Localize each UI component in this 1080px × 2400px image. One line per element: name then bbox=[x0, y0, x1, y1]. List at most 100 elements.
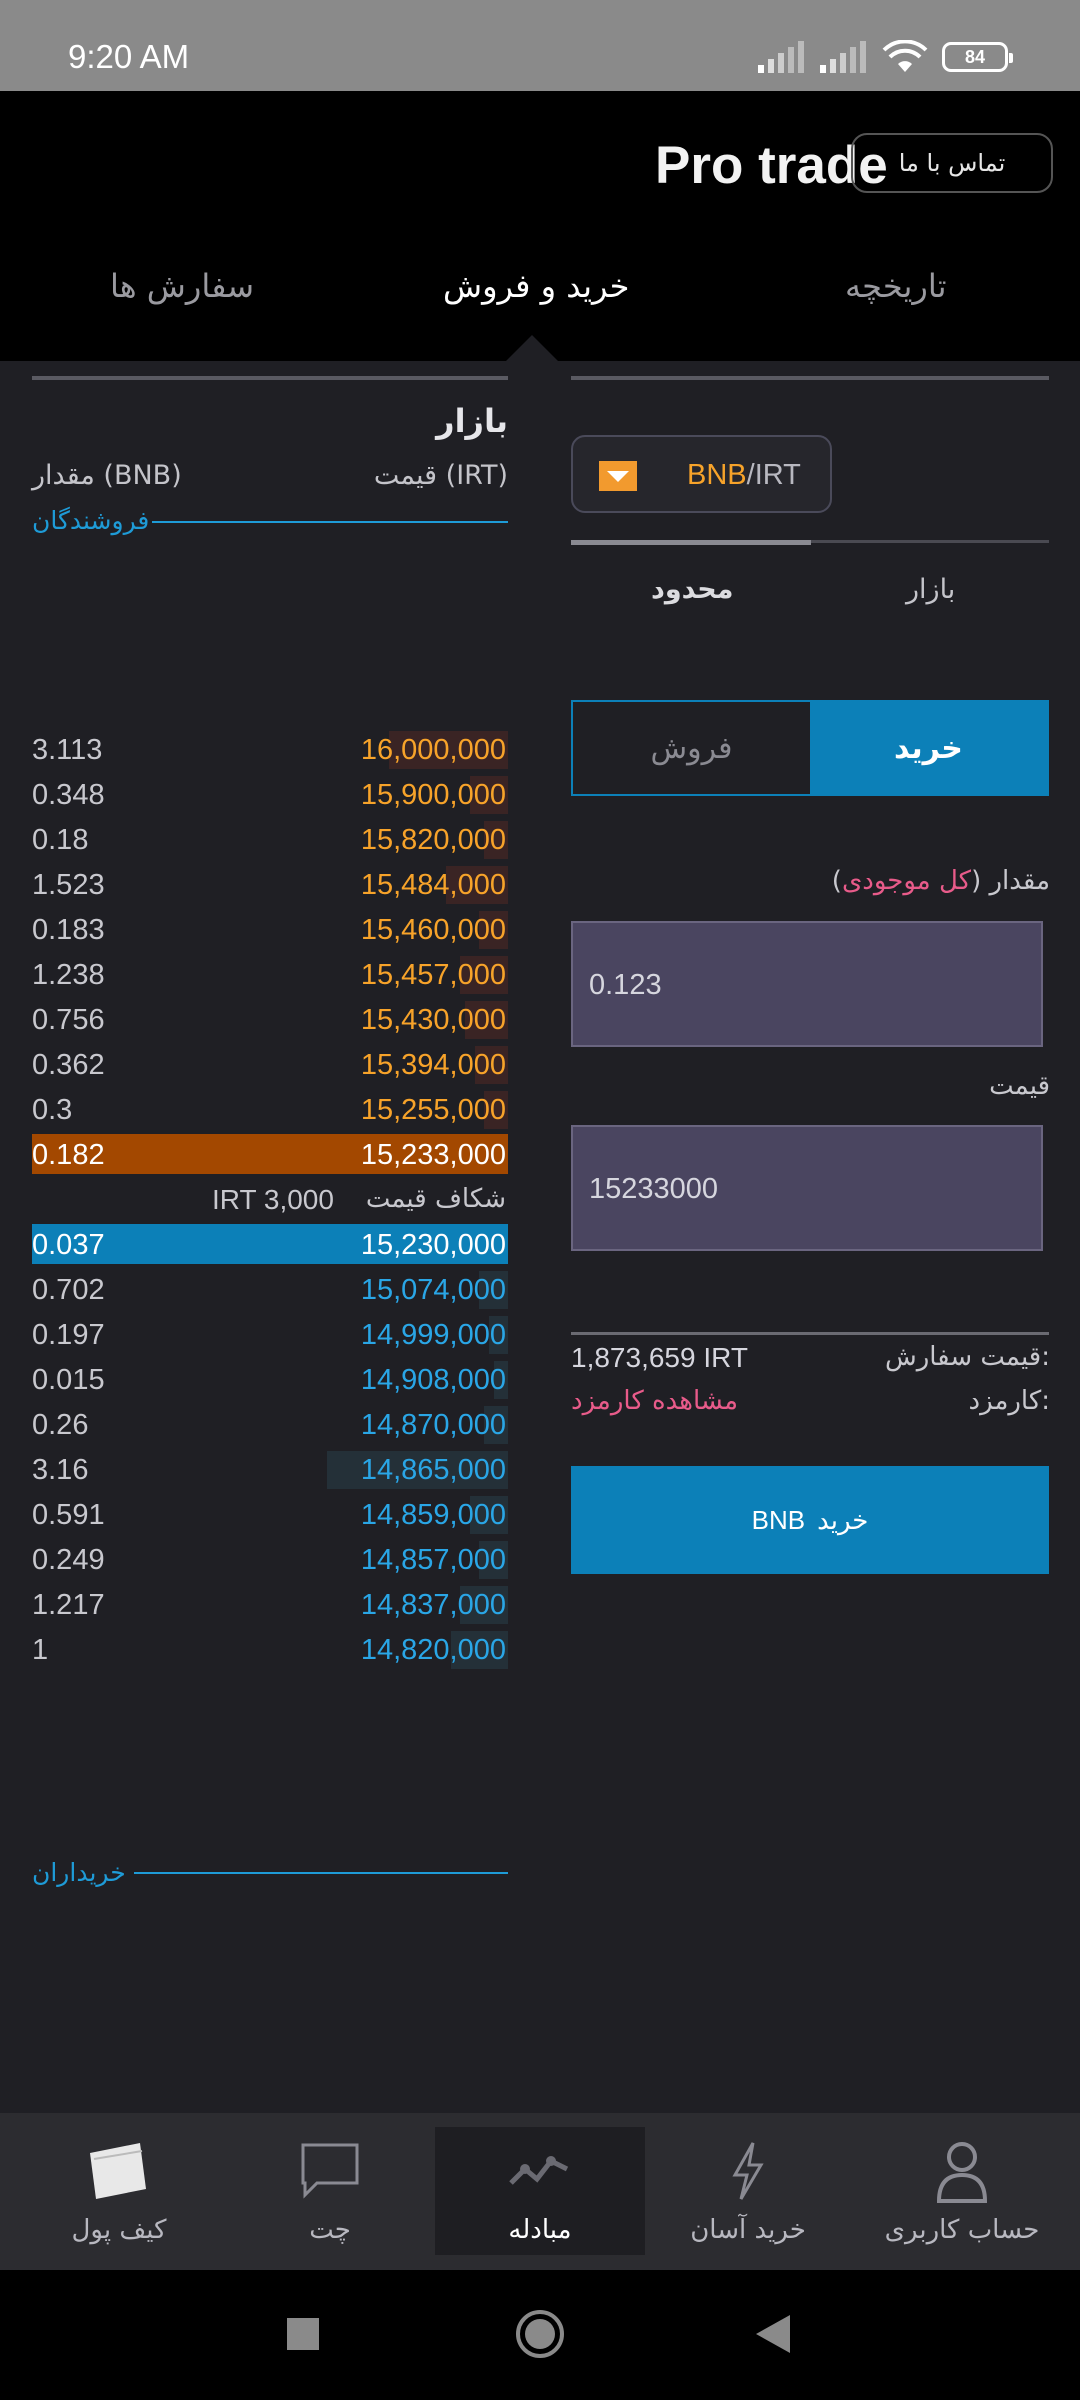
bid-row[interactable]: 0.26 14,870,000 bbox=[32, 1404, 508, 1444]
row-amount: 0.3 bbox=[32, 1094, 73, 1126]
bid-row[interactable]: 0.249 14,857,000 bbox=[32, 1539, 508, 1579]
depth-bar bbox=[479, 1271, 508, 1309]
row-amount: 0.037 bbox=[32, 1229, 105, 1261]
order-price-label: قیمت سفارش: bbox=[884, 1342, 1050, 1372]
summary-divider bbox=[571, 1332, 1049, 1335]
row-amount: 1.523 bbox=[32, 869, 105, 901]
depth-bar bbox=[479, 911, 508, 949]
nav-wallet[interactable]: کیف پول bbox=[14, 2113, 224, 2270]
orderbook-title: بازار bbox=[436, 402, 508, 440]
ask-row[interactable]: 1.238 15,457,000 bbox=[32, 954, 508, 994]
nav-chat[interactable]: چت bbox=[225, 2113, 435, 2270]
bid-row[interactable]: 0.197 14,999,000 bbox=[32, 1314, 508, 1354]
price-input[interactable]: 15233000 bbox=[571, 1125, 1043, 1251]
row-price: 14,859,000 bbox=[360, 1499, 506, 1531]
user-icon bbox=[936, 2142, 988, 2203]
depth-bar bbox=[484, 1406, 508, 1444]
home-icon[interactable] bbox=[514, 2308, 566, 2360]
row-amount: 0.249 bbox=[32, 1544, 105, 1576]
amount-value: 0.123 bbox=[589, 969, 662, 1001]
pair-separator: / bbox=[746, 459, 755, 491]
spread-value: IRT 3,000 bbox=[212, 1184, 334, 1215]
row-amount: 0.362 bbox=[32, 1049, 105, 1081]
row-amount: 1.217 bbox=[32, 1589, 105, 1621]
row-price: 15,255,000 bbox=[360, 1094, 506, 1126]
ask-row[interactable]: 0.756 15,430,000 bbox=[32, 999, 508, 1039]
row-price: 14,999,000 bbox=[360, 1319, 506, 1351]
price-column-header: قیمت (IRT) bbox=[373, 460, 508, 491]
nav-account-label: حساب کاربری bbox=[884, 2215, 1040, 2245]
bottom-nav: حساب کاربری خرید آسان مبادله چت کیف پول bbox=[0, 2113, 1080, 2270]
recent-apps-icon[interactable] bbox=[287, 2318, 319, 2350]
row-price: 15,820,000 bbox=[360, 824, 506, 856]
signal-icon-2 bbox=[820, 41, 866, 73]
nav-easy-buy[interactable]: خرید آسان bbox=[643, 2113, 853, 2270]
row-price: 15,233,000 bbox=[360, 1139, 506, 1171]
row-price: 15,394,000 bbox=[360, 1049, 506, 1081]
tab-orders[interactable]: سفارش ها bbox=[110, 267, 255, 305]
ask-row[interactable]: 0.362 15,394,000 bbox=[32, 1044, 508, 1084]
depth-bar bbox=[484, 821, 508, 859]
nav-account[interactable]: حساب کاربری bbox=[857, 2113, 1067, 2270]
ask-row[interactable]: 0.348 15,900,000 bbox=[32, 774, 508, 814]
battery-level: 84 bbox=[964, 46, 986, 67]
orderbook-divider bbox=[32, 376, 508, 380]
depth-bar bbox=[460, 956, 508, 994]
status-icons: 84 bbox=[758, 40, 1013, 74]
amount-input[interactable]: 0.123 bbox=[571, 921, 1043, 1047]
order-type-limit[interactable]: محدود bbox=[651, 574, 734, 605]
sellers-label: فروشندگان bbox=[32, 506, 150, 535]
ask-row[interactable]: 3.113 16,000,000 bbox=[32, 729, 508, 769]
nav-exchange-label: مبادله bbox=[508, 2215, 572, 2245]
amount-label: مقدار (کل موجودی) bbox=[832, 866, 1050, 896]
bid-row[interactable]: 0.037 15,230,000 bbox=[32, 1224, 508, 1264]
bid-row[interactable]: 1 14,820,000 bbox=[32, 1629, 508, 1669]
ask-row[interactable]: 0.3 15,255,000 bbox=[32, 1089, 508, 1129]
row-amount: 0.197 bbox=[32, 1319, 105, 1351]
order-type-market[interactable]: بازار bbox=[906, 574, 956, 605]
ask-row[interactable]: 0.182 15,233,000 bbox=[32, 1134, 508, 1174]
bid-row[interactable]: 0.702 15,074,000 bbox=[32, 1269, 508, 1309]
sell-toggle[interactable]: فروش bbox=[573, 702, 810, 794]
tab-trade[interactable]: خرید و فروش bbox=[443, 267, 630, 305]
spread-row: شکاف قیمت IRT 3,000 bbox=[32, 1180, 508, 1220]
buy-toggle[interactable]: خرید bbox=[810, 702, 1047, 794]
depth-bar bbox=[493, 1361, 508, 1399]
view-fee-link[interactable]: مشاهده کارمزد bbox=[571, 1386, 738, 1416]
depth-bar bbox=[327, 1451, 508, 1489]
row-price: 14,820,000 bbox=[360, 1634, 506, 1666]
pair-selector[interactable]: BNB/IRT bbox=[571, 435, 832, 513]
depth-bar bbox=[474, 1046, 508, 1084]
depth-bar bbox=[465, 1001, 508, 1039]
row-amount: 0.348 bbox=[32, 779, 105, 811]
chart-line-icon bbox=[509, 2156, 569, 2185]
submit-buy-button[interactable]: BNB خرید bbox=[571, 1466, 1049, 1574]
ask-row[interactable]: 0.183 15,460,000 bbox=[32, 909, 508, 949]
nav-exchange[interactable]: مبادله bbox=[435, 2113, 645, 2270]
bid-row[interactable]: 1.217 14,837,000 bbox=[32, 1584, 508, 1624]
nav-wallet-label: کیف پول bbox=[71, 2215, 167, 2245]
depth-bar bbox=[488, 1316, 508, 1354]
bid-row[interactable]: 3.16 14,865,000 bbox=[32, 1449, 508, 1489]
amount-label-text: مقدار bbox=[989, 866, 1050, 896]
buyers-label: خریداران bbox=[32, 1858, 126, 1887]
row-amount: 0.18 bbox=[32, 824, 89, 856]
row-amount: 0.26 bbox=[32, 1409, 89, 1441]
contact-us-button[interactable]: تماس با ما bbox=[851, 133, 1053, 193]
row-price: 14,908,000 bbox=[360, 1364, 506, 1396]
bid-row[interactable]: 0.591 14,859,000 bbox=[32, 1494, 508, 1534]
back-icon[interactable] bbox=[756, 2315, 792, 2353]
all-balance-link[interactable]: کل موجودی bbox=[841, 866, 972, 896]
depth-bar bbox=[469, 1496, 508, 1534]
tab-history[interactable]: تاریخچه bbox=[845, 267, 947, 305]
ask-row[interactable]: 0.18 15,820,000 bbox=[32, 819, 508, 859]
depth-bar bbox=[469, 776, 508, 814]
depth-bar bbox=[450, 1631, 508, 1669]
ask-row[interactable]: 1.523 15,484,000 bbox=[32, 864, 508, 904]
row-amount: 0.756 bbox=[32, 1004, 105, 1036]
lightning-icon bbox=[732, 2142, 764, 2200]
row-price: 14,870,000 bbox=[360, 1409, 506, 1441]
app-title: Pro trade bbox=[655, 136, 888, 195]
bid-row[interactable]: 0.015 14,908,000 bbox=[32, 1359, 508, 1399]
row-amount: 3.113 bbox=[32, 734, 103, 766]
